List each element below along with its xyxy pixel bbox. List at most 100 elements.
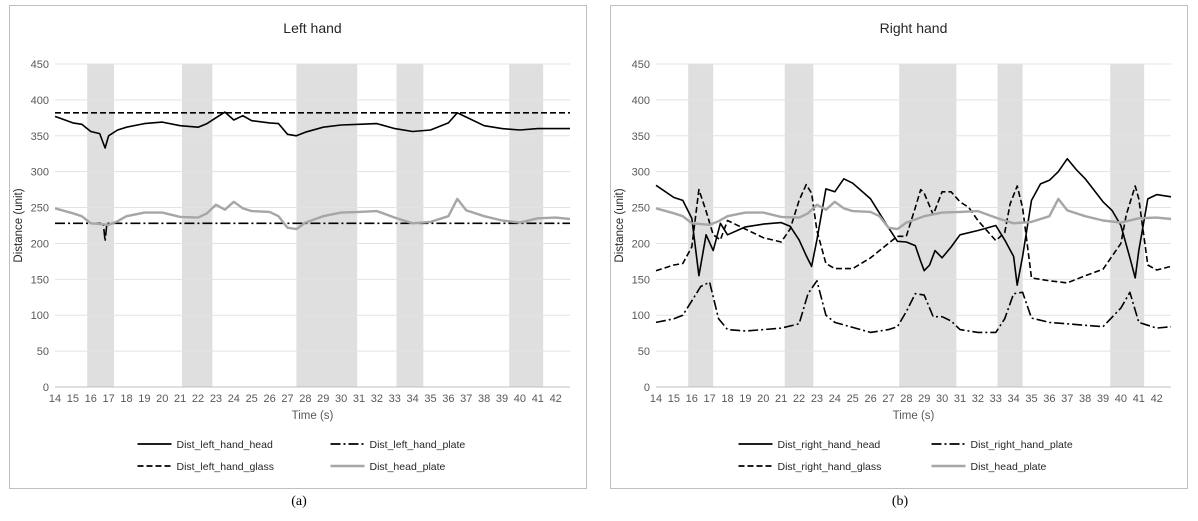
c1-x-tick-label: 28 <box>900 393 912 405</box>
c1-legend-label: Dist_right_hand_plate <box>971 439 1073 451</box>
c0-x-tick-label: 18 <box>120 393 132 405</box>
c0-shaded-interval <box>296 64 358 387</box>
c1-x-tick-label: 31 <box>954 393 966 405</box>
c0-x-axis-label: Time (s) <box>292 410 334 422</box>
c1-x-tick-label: 24 <box>829 393 841 405</box>
c1-x-tick-label: 33 <box>990 393 1002 405</box>
caption-a: (a) <box>291 494 307 509</box>
right-hand-chart: Right hand 0 50 100 150 200 250 300 350 400 450 14 1… <box>614 20 1172 473</box>
c1-x-tick-label: 19 <box>739 393 751 405</box>
c1-x-tick-label: 41 <box>1133 393 1145 405</box>
c1-series-line-3 <box>655 183 1172 284</box>
c1-x-tick-label: 30 <box>936 393 948 405</box>
c1-y-tick-label: 50 <box>638 346 650 358</box>
c0-x-tick-label: 37 <box>460 393 472 405</box>
c1-shaded-interval <box>1110 64 1145 387</box>
c1-y-tick-label: 100 <box>632 310 650 322</box>
c1-series-line-1 <box>655 157 1172 286</box>
c0-x-tick-label: 26 <box>263 393 275 405</box>
c1-y-tick-label: 400 <box>632 95 650 107</box>
c1-x-tick-label: 14 <box>650 393 662 405</box>
c0-shaded-interval <box>509 64 544 387</box>
c0-y-tick-label: 100 <box>31 310 49 322</box>
c1-x-tick-label: 26 <box>864 393 876 405</box>
c0-x-tick-label: 41 <box>532 393 544 405</box>
c0-x-tick-label: 27 <box>281 393 293 405</box>
c1-x-axis-label: Time (s) <box>893 410 935 422</box>
c1-x-tick-label: 22 <box>793 393 805 405</box>
c0-x-tick-label: 24 <box>228 393 240 405</box>
c0-y-tick-label: 350 <box>31 131 49 143</box>
c0-x-tick-label: 14 <box>49 393 61 405</box>
left-hand-chart-panel: Left hand 0 50 100 150 200 250 300 350 400 450 14 15… <box>9 5 587 489</box>
c1-x-tick-label: 36 <box>1043 393 1055 405</box>
c1-x-tick-label: 29 <box>918 393 930 405</box>
c1-y-tick-label: 250 <box>632 203 650 215</box>
c1-x-tick-label: 21 <box>775 393 787 405</box>
c0-x-tick-label: 16 <box>85 393 97 405</box>
c0-y-tick-label: 50 <box>37 346 49 358</box>
c0-legend-label: Dist_left_hand_plate <box>370 439 466 451</box>
c1-x-tick-label: 15 <box>668 393 680 405</box>
c0-y-tick-label: 400 <box>31 95 49 107</box>
c1-x-tick-label: 35 <box>1025 393 1037 405</box>
c1-y-tick-label: 300 <box>632 167 650 179</box>
c0-x-tick-label: 22 <box>192 393 204 405</box>
c1-x-tick-label: 25 <box>847 393 859 405</box>
c0-x-tick-label: 23 <box>210 393 222 405</box>
c1-series-line-4 <box>655 197 1172 231</box>
left-hand-chart: Left hand 0 50 100 150 200 250 300 350 400 450 14 15… <box>13 20 571 473</box>
c0-x-tick-label: 34 <box>407 393 419 405</box>
c1-legend-label: Dist_head_plate <box>971 461 1047 473</box>
c0-x-tick-label: 30 <box>335 393 347 405</box>
c1-x-tick-label: 39 <box>1097 393 1109 405</box>
c1-legend-label: Dist_right_hand_glass <box>778 461 882 473</box>
c0-y-tick-label: 300 <box>31 167 49 179</box>
c0-x-tick-label: 28 <box>299 393 311 405</box>
c1-x-tick-label: 34 <box>1008 393 1020 405</box>
c1-x-tick-label: 23 <box>811 393 823 405</box>
c1-y-tick-label: 0 <box>644 382 650 394</box>
c0-shaded-interval <box>396 64 424 387</box>
c0-y-axis-label: Distance (unit) <box>13 188 25 262</box>
c0-x-tick-label: 21 <box>174 393 186 405</box>
c0-x-tick-label: 17 <box>103 393 115 405</box>
c0-legend-label: Dist_left_hand_head <box>177 439 273 451</box>
c1-x-tick-label: 17 <box>704 393 716 405</box>
c1-x-tick-label: 32 <box>972 393 984 405</box>
c0-x-tick-label: 25 <box>246 393 258 405</box>
c1-series-line-2 <box>655 279 1172 334</box>
c0-x-tick-label: 20 <box>156 393 168 405</box>
c1-x-tick-label: 37 <box>1061 393 1073 405</box>
c0-chart-title: Left hand <box>283 20 341 36</box>
c1-legend-label: Dist_right_hand_head <box>778 439 881 451</box>
c1-y-tick-label: 150 <box>632 274 650 286</box>
c0-series-line-4 <box>54 197 571 231</box>
c1-x-tick-label: 16 <box>686 393 698 405</box>
c0-x-tick-label: 33 <box>389 393 401 405</box>
c0-x-tick-label: 36 <box>442 393 454 405</box>
c0-x-tick-label: 40 <box>514 393 526 405</box>
c1-y-tick-label: 200 <box>632 238 650 250</box>
c1-chart-title: Right hand <box>880 20 948 36</box>
c1-x-tick-label: 38 <box>1079 393 1091 405</box>
c0-x-tick-label: 31 <box>353 393 365 405</box>
c1-shaded-interval <box>997 64 1023 387</box>
c1-x-tick-label: 42 <box>1151 393 1163 405</box>
c0-x-tick-label: 19 <box>138 393 150 405</box>
caption-b: (b) <box>891 494 909 509</box>
c0-x-tick-label: 39 <box>496 393 508 405</box>
c1-y-tick-label: 450 <box>632 59 650 71</box>
c0-y-tick-label: 450 <box>31 59 49 71</box>
c0-y-tick-label: 0 <box>43 382 49 394</box>
c0-x-tick-label: 29 <box>317 393 329 405</box>
c1-y-axis-label: Distance (unit) <box>614 188 626 262</box>
c0-legend-label: Dist_left_hand_glass <box>177 461 274 473</box>
c0-y-tick-label: 250 <box>31 203 49 215</box>
c0-y-tick-label: 150 <box>31 274 49 286</box>
c0-x-tick-label: 32 <box>371 393 383 405</box>
c1-x-tick-label: 27 <box>882 393 894 405</box>
c1-x-tick-label: 18 <box>721 393 733 405</box>
c1-shaded-interval <box>899 64 957 387</box>
c1-x-tick-label: 40 <box>1115 393 1127 405</box>
